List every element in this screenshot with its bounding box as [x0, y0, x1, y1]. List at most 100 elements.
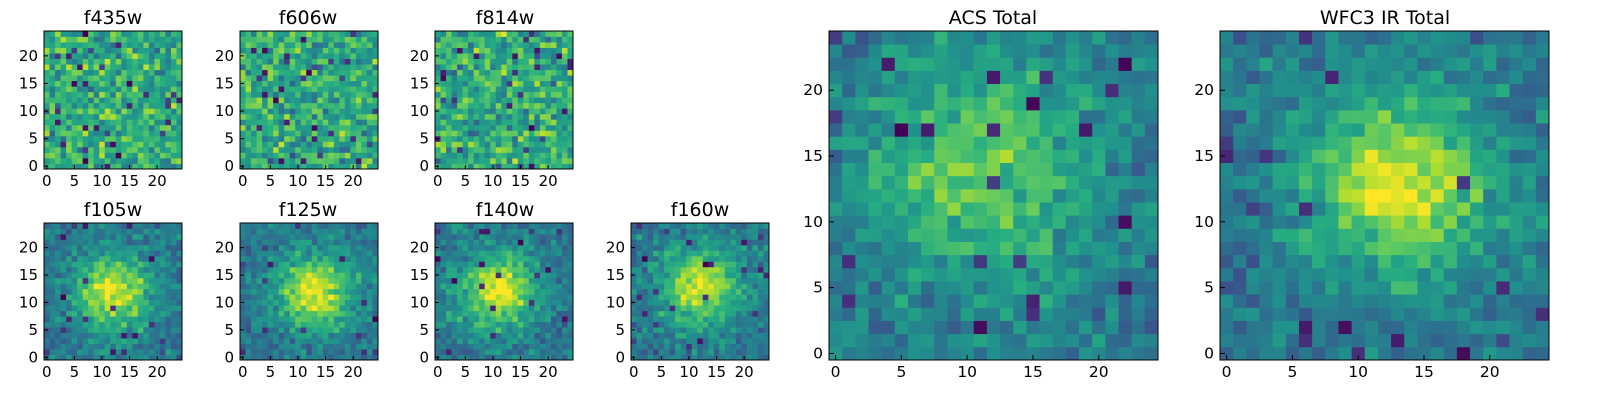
heatmap-cell: [55, 47, 61, 54]
heatmap-cell: [842, 188, 856, 203]
heatmap-cell: [121, 69, 128, 76]
heatmap-cell: [159, 102, 166, 109]
heatmap-cell: [757, 327, 764, 333]
heatmap-cell: [256, 321, 263, 328]
heatmap-cell: [735, 228, 742, 235]
heatmap-cell: [539, 266, 546, 273]
heatmap-cell: [344, 75, 351, 82]
heatmap-cell: [894, 333, 909, 348]
heatmap-cell: [495, 36, 502, 43]
heatmap-cell: [675, 277, 682, 284]
heatmap-cell: [121, 294, 128, 301]
heatmap-cell: [561, 288, 568, 295]
heatmap-cell: [71, 310, 78, 317]
heatmap-cell: [763, 338, 770, 344]
heatmap-cell: [484, 163, 491, 170]
heatmap-cell: [741, 343, 748, 350]
heatmap-cell: [165, 119, 172, 126]
heatmap-cell: [1013, 241, 1027, 256]
heatmap-cell: [137, 75, 144, 82]
heatmap-cell: [490, 338, 497, 344]
heatmap-cell: [664, 321, 671, 328]
heatmap-cell: [842, 215, 856, 229]
heatmap-cell: [344, 332, 351, 339]
heatmap-cell: [339, 239, 346, 246]
heatmap-cell: [240, 31, 246, 37]
heatmap-cell: [311, 53, 318, 59]
heatmap-cell: [741, 294, 748, 301]
heatmap-cell: [473, 288, 480, 295]
heatmap-cell: [278, 294, 285, 301]
heatmap-cell: [894, 149, 909, 163]
heatmap-cell: [680, 294, 687, 301]
heatmap-cell: [245, 294, 252, 301]
heatmap-cell: [934, 175, 948, 190]
heatmap-cell: [148, 299, 155, 306]
heatmap-cell: [556, 228, 563, 235]
heatmap-cell: [240, 338, 246, 344]
heatmap-cell: [829, 241, 843, 256]
heatmap-cell: [462, 36, 469, 43]
heatmap-cell: [148, 58, 155, 65]
heatmap-cell: [170, 294, 177, 301]
heatmap-cell: [868, 202, 883, 216]
heatmap-cell: [440, 266, 447, 273]
heatmap-cell: [512, 152, 519, 159]
heatmap-cell: [344, 343, 351, 350]
heatmap-cell: [545, 97, 552, 104]
heatmap-cell: [170, 31, 177, 37]
heatmap-cell: [545, 36, 552, 43]
heatmap-cell: [490, 272, 497, 279]
heatmap-cell: [440, 91, 447, 98]
heatmap-cell: [267, 332, 274, 339]
heatmap-cell: [55, 163, 61, 170]
heatmap-cell: [355, 349, 362, 355]
heatmap-cell: [143, 86, 150, 93]
heatmap-cell: [344, 354, 351, 361]
heatmap-cell: [545, 146, 552, 153]
heatmap-cell: [708, 239, 715, 246]
heatmap-cell: [60, 113, 67, 120]
heatmap-cell: [730, 239, 737, 246]
heatmap-cell: [523, 310, 530, 317]
heatmap-cell: [457, 130, 463, 137]
heatmap-cell: [55, 53, 61, 59]
heatmap-cell: [647, 343, 654, 350]
heatmap-cell: [311, 327, 318, 333]
heatmap-cell: [730, 283, 737, 290]
heatmap-cell: [104, 36, 111, 43]
heatmap-cell: [1144, 123, 1159, 137]
heatmap-cell: [735, 272, 742, 279]
heatmap-cell: [328, 58, 335, 65]
heatmap-cell: [251, 272, 257, 279]
heatmap-cell: [457, 327, 463, 333]
heatmap-cell: [501, 294, 508, 301]
heatmap-cell: [99, 157, 106, 164]
heatmap-cell: [240, 349, 246, 355]
heatmap-cell: [973, 346, 988, 361]
heatmap-cell: [317, 288, 324, 295]
x-tick-label: 20: [539, 363, 558, 381]
heatmap-cell: [278, 228, 285, 235]
heatmap-cell: [82, 31, 89, 37]
heatmap-cell: [1039, 162, 1054, 177]
heatmap-cell: [539, 86, 546, 93]
heatmap-cell: [251, 157, 257, 164]
x-tick-label: 10: [483, 172, 502, 190]
heatmap-cell: [372, 299, 379, 306]
heatmap-cell: [440, 53, 447, 59]
heatmap-cell: [534, 343, 541, 350]
heatmap-cell: [355, 223, 362, 229]
heatmap-cell: [1079, 320, 1093, 335]
heatmap-cell: [339, 108, 346, 115]
heatmap-cell: [506, 53, 513, 59]
heatmap-cell: [561, 277, 568, 284]
heatmap-cell: [479, 244, 486, 251]
heatmap-cell: [372, 228, 379, 235]
heatmap-cell: [539, 310, 546, 317]
heatmap-cell: [479, 86, 486, 93]
heatmap-cell: [148, 135, 155, 142]
heatmap-cell: [697, 228, 704, 235]
heatmap-cell: [1065, 333, 1080, 348]
heatmap-cell: [251, 255, 257, 262]
